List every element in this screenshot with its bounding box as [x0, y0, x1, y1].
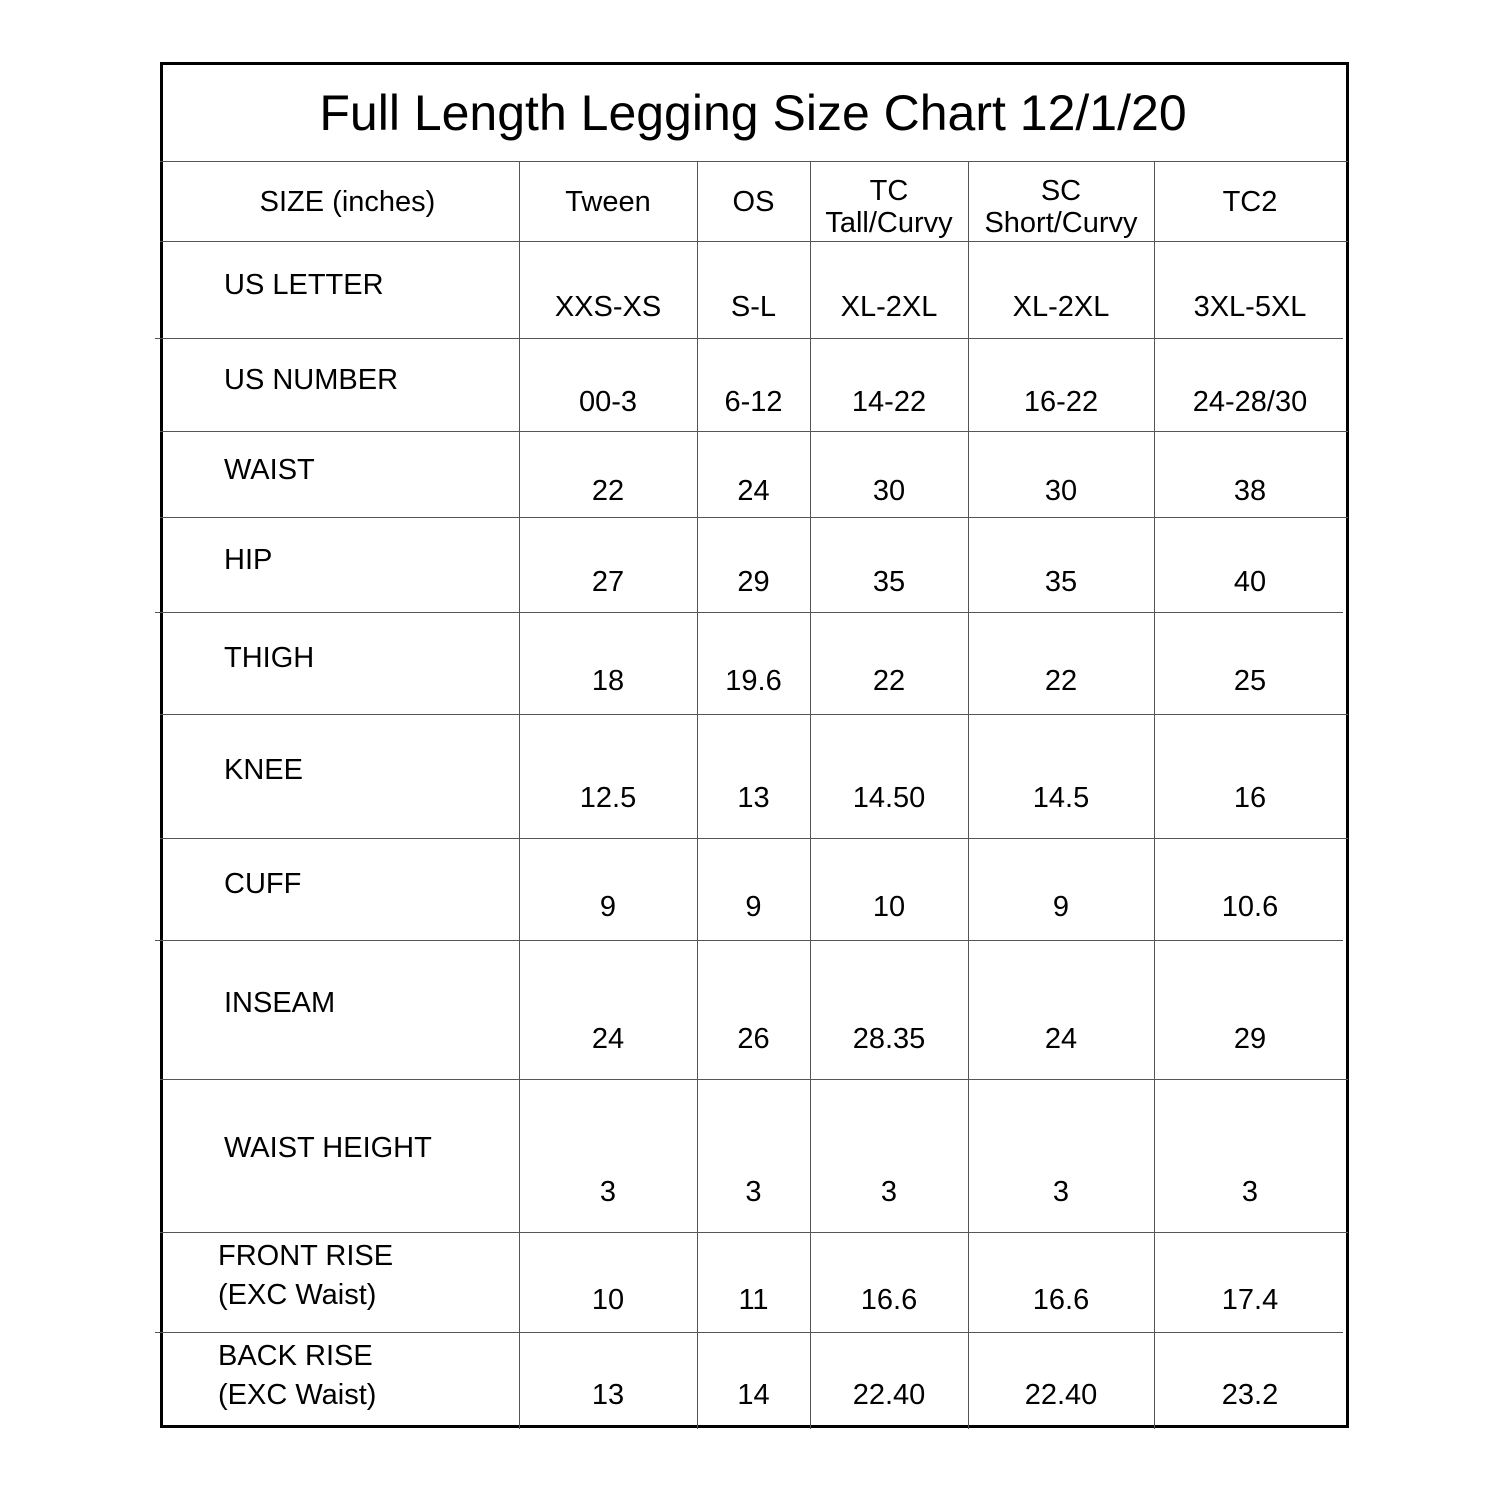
row-value: 9 — [745, 891, 762, 924]
row-divider — [160, 714, 1348, 715]
row-value: 19.6 — [725, 665, 782, 698]
row-divider — [160, 1232, 1348, 1233]
row-value: 17.4 — [1221, 1284, 1279, 1316]
row-divider — [155, 1332, 1343, 1333]
size-chart-table — [160, 62, 1349, 1428]
column-divider — [968, 161, 969, 1429]
row-value: 3 — [745, 1176, 762, 1208]
row-value: 3 — [599, 1176, 617, 1208]
row-value: 11 — [738, 1284, 769, 1316]
row-divider — [160, 161, 1348, 162]
row-value: 3XL-5XL — [1193, 291, 1307, 324]
row-value: 00-3 — [578, 385, 638, 418]
row-value: 14.50 — [852, 782, 926, 814]
row-value: 28.35 — [852, 1023, 926, 1055]
row-value: 16.6 — [1032, 1284, 1090, 1316]
row-value: 3 — [1052, 1176, 1070, 1208]
row-label: KNEE — [224, 753, 303, 786]
row-label: HIP — [224, 543, 273, 576]
row-value: 22 — [591, 474, 625, 507]
row-value: 14-22 — [851, 385, 927, 418]
row-label: US LETTER — [224, 268, 384, 301]
column-divider — [1154, 161, 1155, 1429]
row-value: 3 — [880, 1176, 898, 1208]
row-divider — [160, 517, 1348, 518]
header-column-2-sub: Tall/Curvy — [825, 207, 953, 239]
row-value: S-L — [730, 291, 777, 324]
row-divider — [160, 838, 1348, 839]
row-value: 30 — [872, 474, 906, 507]
row-label-sub: (EXC Waist) — [218, 1279, 377, 1311]
row-value: 26 — [737, 1023, 770, 1055]
row-value: 9 — [599, 891, 617, 924]
row-value: 24 — [1044, 1023, 1078, 1055]
row-value: 3 — [1241, 1176, 1259, 1208]
row-divider — [155, 612, 1343, 613]
row-label: INSEAM — [224, 986, 336, 1019]
row-value: 14.5 — [1032, 782, 1090, 814]
row-divider — [160, 1079, 1348, 1080]
row-value: XL-2XL — [1012, 291, 1110, 324]
row-value: 16-22 — [1023, 385, 1099, 418]
row-value: 29 — [1233, 1023, 1267, 1055]
row-label: BACK RISE — [218, 1340, 373, 1372]
row-label-sub: (EXC Waist) — [218, 1379, 377, 1411]
row-value: 14 — [737, 1379, 770, 1412]
row-value: 40 — [1233, 566, 1267, 598]
row-divider — [155, 940, 1343, 941]
row-value: 35 — [1044, 566, 1078, 598]
row-value: 22.40 — [1024, 1379, 1098, 1412]
row-value: 9 — [1052, 891, 1070, 924]
row-value: 22 — [1044, 665, 1078, 698]
row-value: 24 — [737, 474, 770, 507]
row-value: 10 — [872, 891, 906, 924]
header-column-3: SC — [1040, 175, 1082, 207]
row-value: 30 — [1044, 474, 1078, 507]
header-column-2: TC — [869, 175, 909, 207]
row-divider — [160, 431, 1348, 432]
row-label: THIGH — [224, 641, 315, 674]
header-size-label: SIZE (inches) — [259, 186, 436, 218]
row-value: 24-28/30 — [1192, 385, 1308, 418]
row-divider — [155, 338, 1343, 339]
column-divider — [697, 161, 698, 1429]
row-value: 16 — [1233, 782, 1267, 814]
row-label: US NUMBER — [224, 363, 399, 396]
row-value: 24 — [591, 1023, 625, 1055]
row-label: FRONT RISE — [218, 1240, 394, 1272]
row-value: 35 — [872, 566, 906, 598]
header-column-0: Tween — [565, 186, 651, 218]
column-divider — [810, 161, 811, 1429]
row-value: 6-12 — [724, 385, 783, 418]
row-value: 13 — [591, 1379, 625, 1412]
row-value: 29 — [737, 566, 770, 598]
row-value: 25 — [1233, 665, 1267, 698]
header-column-1: OS — [732, 186, 775, 218]
row-value: 10.6 — [1221, 891, 1279, 924]
row-label: WAIST HEIGHT — [224, 1131, 432, 1164]
row-value: XL-2XL — [840, 291, 938, 324]
row-label: WAIST — [224, 453, 315, 486]
row-value: 27 — [591, 566, 625, 598]
row-value: 12.5 — [579, 782, 637, 814]
row-value: XXS-XS — [554, 291, 662, 324]
chart-title: Full Length Legging Size Chart 12/1/20 — [319, 85, 1187, 141]
row-value: 10 — [591, 1284, 625, 1316]
row-value: 38 — [1233, 474, 1267, 507]
row-value: 13 — [737, 782, 770, 814]
row-label: CUFF — [224, 867, 302, 900]
column-divider — [519, 161, 520, 1429]
header-column-4: TC2 — [1222, 186, 1278, 218]
row-value: 18 — [591, 665, 625, 698]
header-column-3-sub: Short/Curvy — [984, 207, 1138, 239]
row-divider — [160, 241, 1348, 242]
row-value: 22.40 — [852, 1379, 926, 1412]
row-value: 23.2 — [1221, 1379, 1279, 1412]
row-value: 16.6 — [860, 1284, 918, 1316]
row-value: 22 — [872, 665, 906, 698]
